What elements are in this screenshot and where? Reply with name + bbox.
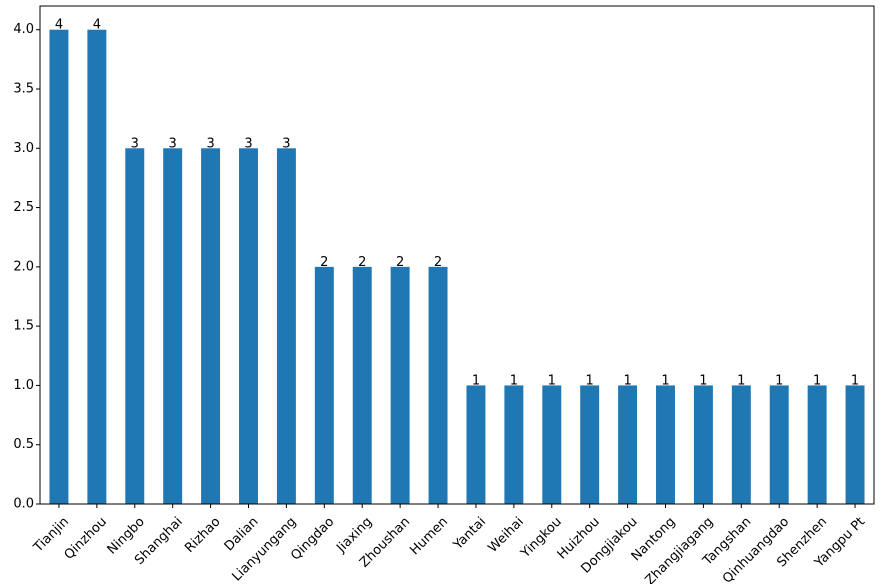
bar-qinhuangdao (769, 385, 789, 504)
bar-qingdao (314, 266, 334, 504)
data-label: 3 (169, 136, 177, 151)
bar-zhoushan (390, 266, 410, 504)
bar-shanghai (163, 148, 183, 505)
plot-frame (39, 5, 875, 505)
bar-ningbo (125, 148, 145, 505)
y-tick-label: 2.5 (13, 200, 34, 215)
data-label: 1 (548, 373, 556, 388)
bar-weihai (504, 385, 524, 504)
data-label: 1 (586, 373, 594, 388)
bar-lianyungang (276, 148, 296, 505)
y-tick-label: 3.5 (13, 82, 34, 97)
bar-humen (428, 266, 448, 504)
x-tick-label: Qinzhou (62, 514, 110, 562)
bar-zhangjiagang (693, 385, 713, 504)
y-tick-label: 0.0 (13, 497, 34, 512)
data-label: 1 (775, 373, 783, 388)
bar-huizhou (580, 385, 600, 504)
data-label: 1 (661, 373, 669, 388)
bar-dongjiakou (618, 385, 638, 504)
bar-dalian (239, 148, 258, 505)
bar-qinzhou (87, 29, 107, 504)
bars-group (49, 29, 865, 505)
bar-rizhao (201, 148, 221, 505)
data-label: 3 (244, 136, 252, 151)
y-tick-label: 1.5 (13, 319, 34, 334)
data-label: 2 (434, 255, 442, 270)
x-tick-label: Yantai (450, 514, 489, 553)
data-label: 4 (55, 18, 63, 33)
data-label: 3 (282, 136, 290, 151)
x-tick-label: Rizhao (182, 514, 223, 555)
y-tick-label: 0.5 (13, 437, 34, 452)
data-label: 1 (813, 373, 821, 388)
bar-yangpu-pt (845, 385, 865, 504)
x-tick-label: Qinhuangdao (720, 514, 792, 584)
bar-jiaxing (352, 266, 372, 504)
data-label: 1 (623, 373, 631, 388)
bar-tangshan (731, 385, 751, 504)
data-label: 1 (699, 373, 707, 388)
bar-tianjin (49, 29, 69, 504)
data-labels-group: 4 4 3 3 3 3 3 2 2 2 2 1 1 1 1 1 1 1 1 1 1 1 (55, 18, 859, 389)
data-label: 1 (510, 373, 518, 388)
data-label: 2 (320, 255, 328, 270)
data-label: 2 (396, 255, 404, 270)
bar-nantong (656, 385, 675, 504)
data-label: 1 (851, 373, 859, 388)
y-tick-label: 2.0 (13, 259, 34, 274)
data-label: 3 (206, 136, 214, 151)
bar-yantai (466, 385, 486, 504)
data-label: 2 (358, 255, 366, 270)
data-label: 1 (472, 373, 480, 388)
y-axis: 0.0 0.5 1.0 1.5 2.0 2.5 3.0 3.5 4.0 (13, 22, 40, 512)
bar-yingkou (542, 385, 562, 504)
x-tick-label: Humen (407, 514, 451, 558)
y-tick-label: 4.0 (13, 22, 34, 37)
y-tick-label: 3.0 (13, 141, 34, 156)
bar-shenzhen (807, 385, 827, 504)
data-label: 4 (93, 18, 101, 33)
x-axis: TianjinQinzhouNingboShanghaiRizhaoDalian… (30, 504, 868, 584)
y-tick-label: 1.0 (13, 378, 34, 393)
data-label: 1 (737, 373, 745, 388)
data-label: 3 (131, 136, 139, 151)
